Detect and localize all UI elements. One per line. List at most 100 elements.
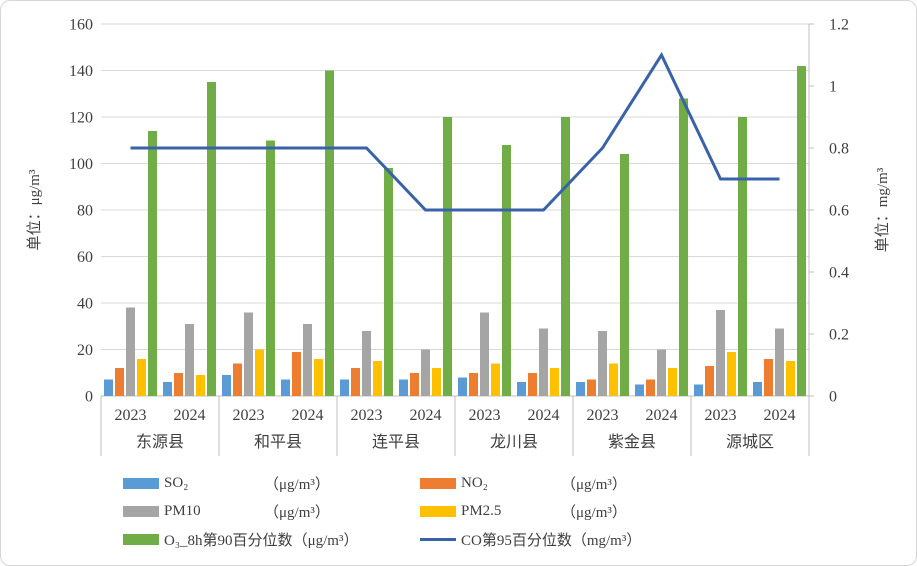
bar-pm2-5 [786, 361, 795, 396]
bar-o3-8h-p90 [266, 140, 275, 396]
bar-pm2-5 [491, 363, 500, 396]
left-axis-tick-label: 0 [85, 389, 93, 406]
county-tick-label: 源城区 [726, 433, 774, 451]
legend-line-swatch [420, 538, 456, 541]
right-axis-tick-label: 0.8 [829, 141, 849, 158]
bar-o3-8h-p90 [384, 168, 393, 396]
legend-series-name: PM10 [164, 503, 201, 519]
bar-no2 [587, 379, 596, 396]
county-tick-label: 和平县 [254, 433, 302, 451]
county-tick-label: 紫金县 [608, 433, 656, 451]
bar-so2 [753, 382, 762, 396]
bar-no2 [174, 372, 183, 396]
bar-pm2-5 [137, 358, 146, 396]
bar-no2 [528, 372, 537, 396]
year-tick-label: 2023 [233, 407, 265, 424]
bar-o3-8h-p90 [561, 117, 570, 396]
legend-color-swatch [123, 478, 159, 489]
legend-series-unit: （μg/m³） [292, 533, 359, 549]
legend-item-so2: SO₂ （μg/m³） [123, 473, 420, 494]
legend-item-no2: NO₂ （μg/m³） [420, 473, 627, 494]
legend-series-name: O₃_8h第90百分位数 [164, 533, 293, 549]
left-axis-tick-label: 60 [77, 249, 93, 266]
legend-series-name: PM2.5 [461, 503, 502, 519]
legend-row: O₃_8h第90百分位数 （μg/m³） CO第95百分位数 （mg/m³） [123, 529, 813, 550]
bar-so2 [399, 379, 408, 396]
bar-no2 [764, 358, 773, 396]
year-tick-label: 2024 [292, 407, 324, 424]
bar-pm10 [716, 309, 725, 396]
bar-no2 [292, 351, 301, 396]
bar-o3-8h-p90 [797, 65, 806, 396]
legend-series-unit: （μg/m³） [264, 505, 330, 521]
left-axis-tick-label: 120 [69, 110, 93, 127]
legend-series-unit: （mg/m³） [571, 533, 642, 549]
legend-series-unit: （μg/m³） [561, 477, 627, 493]
legend-item-o3-8h-p90: O₃_8h第90百分位数 （μg/m³） [123, 529, 420, 550]
right-axis-tick-label: 0.4 [829, 265, 849, 282]
bar-pm2-5 [314, 358, 323, 396]
bar-pm2-5 [373, 361, 382, 396]
bar-no2 [646, 379, 655, 396]
bar-pm2-5 [727, 351, 736, 396]
legend-item-pm10: PM10 （μg/m³） [123, 501, 420, 522]
right-axis-title: 单位：mg/m³ [874, 167, 891, 252]
bar-o3-8h-p90 [148, 130, 157, 396]
line-co-p95 [130, 51, 780, 212]
legend-item-pm2-5: PM2.5 （μg/m³） [420, 501, 627, 522]
left-axis-tick-label: 100 [69, 156, 93, 173]
bar-pm10 [126, 307, 135, 396]
bar-no2 [115, 368, 124, 396]
year-tick-label: 2023 [351, 407, 383, 424]
bar-pm10 [244, 312, 253, 396]
right-axis-tick-label: 0.2 [829, 327, 849, 344]
bar-pm10 [657, 349, 666, 396]
county-tick-label: 龙川县 [490, 433, 538, 451]
legend-series-name: CO第95百分位数 [461, 533, 572, 549]
bar-so2 [222, 375, 231, 396]
bar-pm10 [421, 349, 430, 396]
year-tick-label: 2024 [528, 407, 560, 424]
left-axis-tick-label: 20 [77, 342, 93, 359]
bar-o3-8h-p90 [325, 70, 334, 396]
bar-so2 [104, 379, 113, 396]
year-tick-label: 2023 [469, 407, 501, 424]
bar-pm2-5 [668, 368, 677, 396]
bar-pm10 [598, 330, 607, 396]
bar-no2 [351, 368, 360, 396]
bar-o3-8h-p90 [443, 117, 452, 396]
right-axis-tick-label: 0 [829, 389, 837, 406]
bar-so2 [458, 377, 467, 396]
year-tick-label: 2024 [764, 407, 796, 424]
county-tick-label: 东源县 [136, 433, 184, 451]
legend-item-co-p95: CO第95百分位数 （mg/m³） [420, 529, 641, 550]
bar-o3-8h-p90 [679, 98, 688, 397]
right-axis-tick-label: 1.2 [829, 17, 849, 34]
bar-o3-8h-p90 [620, 154, 629, 396]
bar-pm2-5 [432, 368, 441, 396]
bar-o3-8h-p90 [738, 117, 747, 396]
bar-pm2-5 [609, 363, 618, 396]
right-axis-tick-label: 0.6 [829, 203, 849, 220]
bar-pm2-5 [255, 349, 264, 396]
year-tick-label: 2024 [410, 407, 442, 424]
bar-so2 [281, 379, 290, 396]
bar-so2 [340, 379, 349, 396]
bar-so2 [694, 384, 703, 396]
legend-color-swatch [123, 534, 159, 545]
bar-no2 [469, 372, 478, 396]
right-axis-tick-label: 1 [829, 79, 837, 96]
bar-pm10 [480, 312, 489, 396]
left-axis-tick-label: 160 [69, 17, 93, 34]
bar-pm10 [303, 323, 312, 396]
bar-pm10 [362, 330, 371, 396]
year-tick-label: 2023 [115, 407, 147, 424]
bar-so2 [517, 382, 526, 396]
year-tick-label: 2024 [646, 407, 678, 424]
bar-pm10 [185, 323, 194, 396]
bar-o3-8h-p90 [207, 82, 216, 396]
bar-no2 [233, 363, 242, 396]
legend-color-swatch [123, 506, 159, 517]
legend-row: SO₂ （μg/m³） NO₂ （μg/m³） [123, 473, 813, 494]
left-axis-tick-label: 80 [77, 203, 93, 220]
